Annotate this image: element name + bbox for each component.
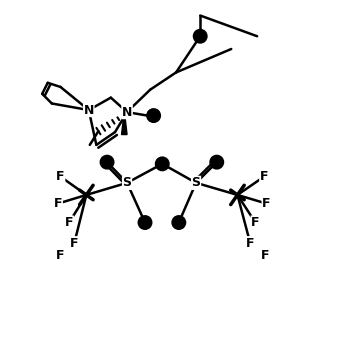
Text: F: F <box>65 216 73 229</box>
Text: S: S <box>122 176 131 189</box>
Circle shape <box>139 216 151 229</box>
Text: O: O <box>141 218 149 227</box>
Text: S: S <box>192 176 201 189</box>
Circle shape <box>194 30 206 42</box>
Text: F: F <box>56 249 65 262</box>
Text: -: - <box>160 159 164 169</box>
Text: O: O <box>196 31 205 41</box>
Text: F: F <box>56 170 65 183</box>
Text: N: N <box>122 106 132 119</box>
Text: F: F <box>54 197 62 210</box>
Text: F: F <box>70 237 79 250</box>
Circle shape <box>210 156 223 168</box>
Text: N: N <box>84 104 94 117</box>
Text: F: F <box>261 249 269 262</box>
Text: O: O <box>103 157 111 167</box>
Polygon shape <box>122 116 127 135</box>
Circle shape <box>156 158 168 170</box>
Text: F: F <box>260 170 268 183</box>
Text: +: + <box>149 111 158 120</box>
Text: F: F <box>251 216 260 229</box>
Circle shape <box>101 156 113 168</box>
Circle shape <box>173 216 185 229</box>
Text: O: O <box>213 157 221 167</box>
Circle shape <box>148 109 160 122</box>
Text: O: O <box>175 218 183 227</box>
Text: F: F <box>262 197 271 210</box>
Text: F: F <box>246 237 255 250</box>
